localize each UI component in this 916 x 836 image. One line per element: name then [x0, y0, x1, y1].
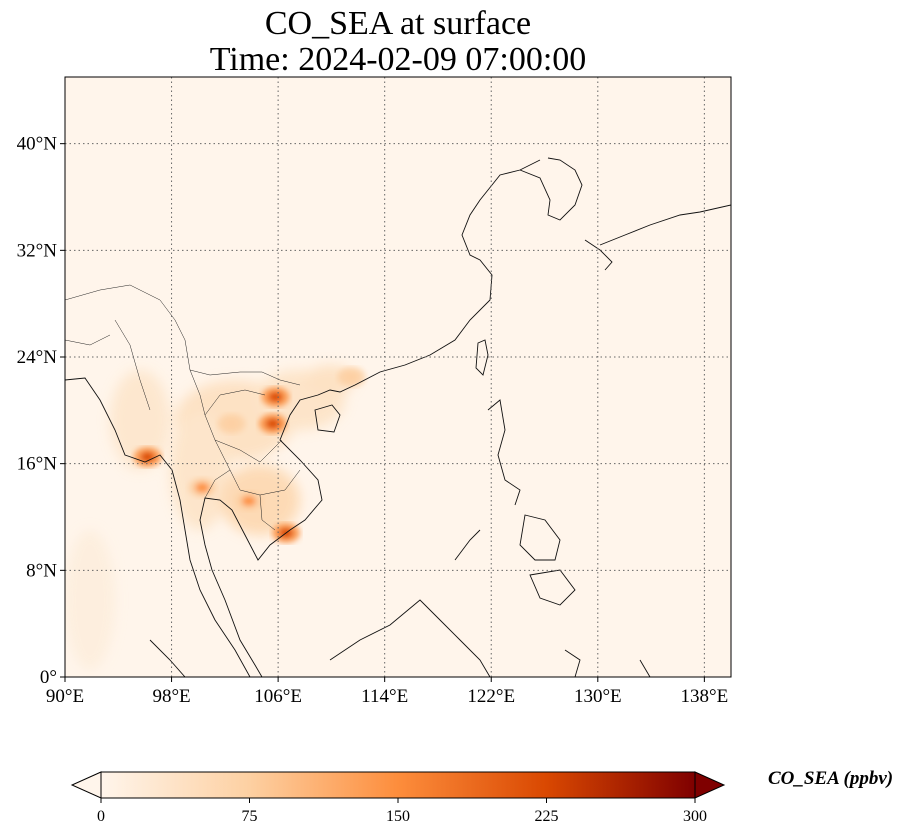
lat-tick-label: 40°N	[17, 134, 58, 155]
lat-tick-label: 0°	[40, 667, 57, 688]
lat-tick-label: 16°N	[17, 454, 58, 475]
hotspot	[188, 477, 217, 498]
map-gridlines	[65, 77, 731, 677]
hotspot	[217, 413, 246, 434]
colorbar-gradient	[101, 772, 695, 798]
lat-tick-label: 24°N	[17, 347, 58, 368]
lat-tick-label: 32°N	[17, 240, 58, 261]
lon-tick-label: 130°E	[574, 686, 622, 707]
hotspot	[258, 413, 287, 434]
map-title-line-1: CO_SEA at surface	[264, 5, 532, 42]
map-frame	[64, 76, 732, 678]
hotspot	[337, 367, 366, 387]
lon-tick-label: 98°E	[152, 686, 190, 707]
colorbar-extend-min	[70, 771, 102, 799]
colorbar-label: CO_SEA (ppbv)	[768, 768, 894, 789]
hotspot	[234, 491, 263, 511]
lon-tick-label: 114°E	[361, 686, 408, 707]
lat-tick-label: 8°N	[26, 560, 57, 581]
map-plot-area	[65, 77, 731, 677]
lon-tick-label: 90°E	[46, 686, 84, 707]
colorbar-tick-label: 225	[535, 808, 559, 825]
colorbar-tick-labels: 0 75 150 225 300	[97, 798, 707, 825]
lon-tick-label: 138°E	[681, 686, 729, 707]
colorbar-tick-label: 300	[683, 808, 707, 825]
lon-tick-label: 106°E	[254, 686, 302, 707]
colorbar-tick-label: 0	[97, 808, 105, 825]
colorbar-tick-label: 75	[242, 808, 258, 825]
colorbar-tick-label: 150	[386, 808, 410, 825]
map-title-line-2: Time: 2024-02-09 07:00:00	[209, 41, 587, 78]
latitude-tick-labels: 0° 8°N 16°N 24°N 32°N 40°N	[17, 134, 65, 688]
colorbar: 0 75 150 225 300	[70, 771, 726, 825]
country-borders	[65, 284, 301, 531]
longitude-tick-labels: 90°E 98°E 106°E 114°E 122°E 130°E 138°E	[46, 677, 728, 707]
colorbar-extend-max	[694, 771, 726, 799]
lon-tick-label: 122°E	[467, 686, 515, 707]
hotspot	[261, 387, 290, 407]
